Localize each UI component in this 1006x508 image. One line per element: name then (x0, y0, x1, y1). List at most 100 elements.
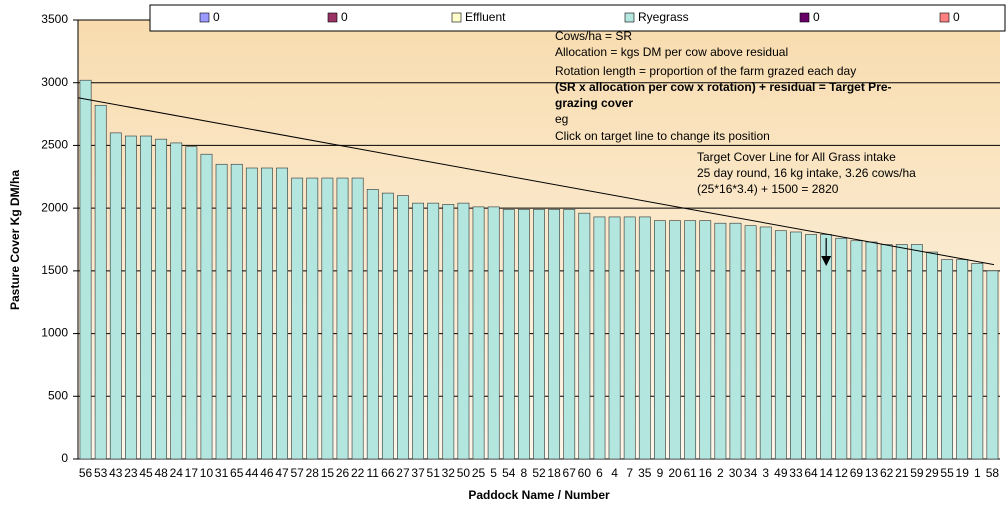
bar (245, 167, 258, 460)
bar (744, 225, 757, 460)
x-tick-label: 51 (427, 466, 441, 480)
bar (865, 241, 878, 460)
bar (563, 209, 576, 460)
bar (880, 244, 893, 460)
bar (910, 244, 923, 460)
x-tick-label: 19 (956, 466, 970, 480)
x-tick-label: 20 (668, 466, 682, 480)
bar (502, 209, 515, 460)
x-tick-label: 30 (729, 466, 743, 480)
x-tick-label: 55 (940, 466, 954, 480)
legend-label: 0 (953, 10, 960, 24)
bar (608, 216, 621, 460)
bar (790, 231, 802, 460)
bar (986, 270, 999, 460)
bar (926, 251, 938, 460)
target-note: 25 day round, 16 kg intake, 3.26 cows/ha (697, 166, 916, 180)
x-tick-label: 5 (490, 466, 497, 480)
x-tick-label: 33 (789, 466, 803, 480)
x-tick-label: 57 (290, 466, 304, 480)
x-tick-label: 7 (626, 466, 633, 480)
bar (533, 209, 545, 460)
x-tick-label: 31 (215, 466, 229, 480)
x-tick-label: 43 (109, 466, 123, 480)
x-tick-label: 24 (170, 466, 184, 480)
y-tick-label: 3000 (41, 75, 68, 89)
bar (170, 142, 183, 460)
bar (336, 177, 349, 460)
bar (487, 206, 500, 460)
x-tick-label: 21 (895, 466, 909, 480)
bar (593, 216, 606, 460)
x-tick-label: 1 (974, 466, 981, 480)
x-tick-label: 12 (835, 466, 849, 480)
bar (805, 234, 817, 460)
legend-swatch (939, 12, 950, 23)
x-tick-label: 2 (717, 466, 724, 480)
legend-swatch (327, 12, 338, 23)
bar (185, 146, 198, 460)
x-tick-label: 15 (321, 466, 335, 480)
bar (971, 263, 984, 460)
x-tick-label: 61 (683, 466, 697, 480)
bar (472, 206, 485, 460)
x-tick-label: 17 (185, 466, 199, 480)
x-tick-label: 56 (79, 466, 93, 480)
bar (427, 202, 440, 460)
bar (684, 220, 697, 460)
x-tick-label: 32 (442, 466, 456, 480)
legend-label: 0 (341, 10, 348, 24)
x-tick-label: 23 (124, 466, 138, 480)
note: grazing cover (555, 96, 633, 110)
bar (412, 202, 424, 460)
x-tick-label: 14 (820, 466, 834, 480)
x-tick-label: 4 (611, 466, 618, 480)
target-line (77, 97, 995, 266)
bar (654, 220, 666, 460)
bar (276, 167, 288, 460)
bar (850, 240, 863, 460)
x-tick-label: 47 (275, 466, 289, 480)
legend-swatch (451, 12, 462, 23)
x-tick-label: 29 (925, 466, 939, 480)
bar (638, 216, 651, 460)
bar (820, 234, 833, 460)
x-tick-label: 6 (596, 466, 603, 480)
target-note: (25*16*3.4) + 1500 = 2820 (697, 182, 839, 196)
bar (215, 163, 228, 460)
bar (140, 135, 152, 460)
x-axis-title: Paddock Name / Number (468, 488, 610, 502)
x-tick-label: 62 (880, 466, 894, 480)
bar (457, 202, 470, 460)
y-tick-label: 2500 (41, 138, 68, 152)
x-tick-label: 66 (381, 466, 395, 480)
x-tick-label: 49 (774, 466, 788, 480)
x-tick-label: 67 (563, 466, 577, 480)
x-tick-label: 45 (139, 466, 153, 480)
x-tick-label: 46 (260, 466, 274, 480)
bar (230, 163, 243, 460)
x-tick-label: 9 (657, 466, 664, 480)
note: eg (555, 112, 568, 126)
bar (774, 230, 787, 460)
note: Rotation length = proportion of the farm… (555, 64, 856, 78)
bar (306, 177, 319, 460)
bar (155, 138, 168, 460)
legend-label: 0 (213, 10, 220, 24)
y-axis-title: Pasture Cover Kg DM/ha (8, 170, 22, 310)
x-tick-label: 28 (306, 466, 320, 480)
x-tick-label: 26 (336, 466, 350, 480)
bar (548, 209, 561, 460)
bar (397, 195, 409, 460)
x-tick-label: 27 (396, 466, 410, 480)
y-tick-label: 1500 (41, 263, 68, 277)
x-tick-label: 60 (578, 466, 592, 480)
legend-swatch (624, 12, 635, 23)
note: Click on target line to change its posit… (555, 129, 770, 143)
legend-swatch (799, 12, 810, 23)
x-tick-label: 50 (457, 466, 471, 480)
x-tick-label: 69 (850, 466, 864, 480)
x-tick-label: 44 (245, 466, 259, 480)
y-tick-label: 500 (48, 388, 68, 402)
